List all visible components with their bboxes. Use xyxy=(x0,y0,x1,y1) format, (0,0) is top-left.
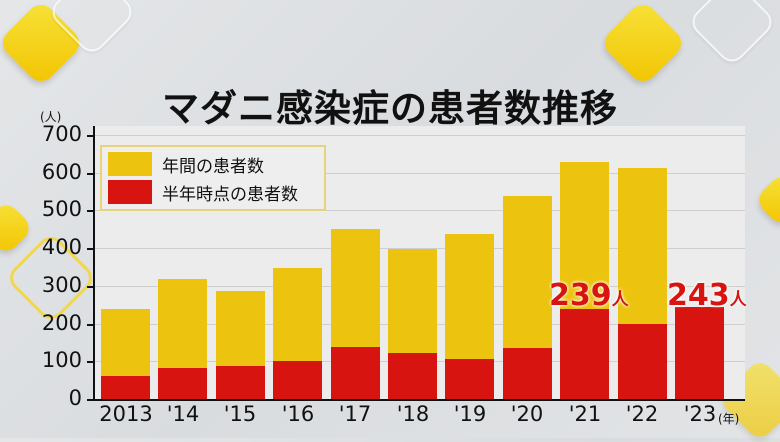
x-tick-label: '21 xyxy=(568,402,602,426)
y-tick-label: 300 xyxy=(41,273,82,297)
bar-half-year xyxy=(675,307,724,399)
y-axis-unit: (人) xyxy=(40,110,62,124)
bar-group xyxy=(158,135,207,399)
y-tick xyxy=(87,173,94,175)
y-tick xyxy=(87,135,94,137)
bar-half-year xyxy=(273,360,322,399)
bar-half-year xyxy=(331,346,380,399)
annotation-2021: 239人 xyxy=(549,281,629,311)
y-tick xyxy=(87,324,94,326)
gridline xyxy=(95,248,745,249)
bar-group xyxy=(388,135,437,399)
y-tick xyxy=(87,361,94,363)
bar-group xyxy=(675,135,724,399)
bar-group xyxy=(503,135,552,399)
bar-group xyxy=(101,135,150,399)
y-tick-label: 400 xyxy=(41,235,82,259)
y-tick-label: 700 xyxy=(41,122,82,146)
legend-item-half-year: 半年時点の患者数 xyxy=(108,180,298,205)
annotation-unit: 人 xyxy=(729,290,747,310)
bar-group xyxy=(618,135,667,399)
y-tick xyxy=(87,248,94,250)
bar-group xyxy=(445,135,494,399)
legend-label-annual: 年間の患者数 xyxy=(162,156,264,177)
legend-swatch-annual xyxy=(108,152,152,176)
gridline xyxy=(95,135,745,136)
x-tick-label: '14 xyxy=(166,402,200,426)
bar-half-year xyxy=(503,348,552,399)
x-tick-label: '16 xyxy=(281,402,315,426)
bar-group xyxy=(273,135,322,399)
y-tick xyxy=(87,286,94,288)
legend: 年間の患者数 半年時点の患者数 xyxy=(100,145,326,211)
y-tick-label: 0 xyxy=(68,386,82,410)
annotation-value: 243 xyxy=(667,278,730,313)
bar-half-year xyxy=(445,359,494,399)
x-tick-label: '23 xyxy=(683,402,717,426)
decorative-diamond-outline xyxy=(686,0,778,68)
decorative-diamond xyxy=(0,199,35,257)
annotation-unit: 人 xyxy=(611,290,629,310)
bar-group xyxy=(216,135,265,399)
y-tick-label: 600 xyxy=(41,160,82,184)
x-axis-line xyxy=(93,399,745,401)
bar-half-year xyxy=(560,308,609,399)
chart-title: マダニ感染症の患者数推移 xyxy=(162,87,618,130)
y-tick xyxy=(87,210,94,212)
legend-item-annual: 年間の患者数 xyxy=(108,152,264,177)
y-tick-label: 500 xyxy=(41,197,82,221)
bar-half-year xyxy=(618,323,667,399)
annotation-value: 239 xyxy=(549,278,612,313)
bar-group xyxy=(331,135,380,399)
x-tick-label: '20 xyxy=(510,402,544,426)
bar-group xyxy=(560,135,609,399)
gridline xyxy=(95,210,745,211)
y-tick xyxy=(87,399,94,401)
x-tick-label: '18 xyxy=(396,402,430,426)
bar-half-year xyxy=(158,367,207,399)
x-tick-label: '19 xyxy=(453,402,487,426)
decorative-diamond xyxy=(599,0,687,87)
x-tick-label: 2013 xyxy=(99,402,153,426)
x-tick-label: '22 xyxy=(625,402,659,426)
y-tick-label: 200 xyxy=(41,311,82,335)
bar-half-year xyxy=(216,365,265,399)
x-axis-unit: (年) xyxy=(718,412,740,426)
decorative-diamond xyxy=(753,171,780,229)
y-tick-label: 100 xyxy=(41,348,82,372)
gridline xyxy=(95,173,745,174)
annotation-2023: 243人 xyxy=(667,281,747,311)
y-axis-line xyxy=(93,126,95,401)
bar-half-year xyxy=(388,353,437,399)
x-tick-label: '15 xyxy=(223,402,257,426)
legend-label-half-year: 半年時点の患者数 xyxy=(162,184,298,205)
bar-half-year xyxy=(101,376,150,399)
legend-swatch-half-year xyxy=(108,180,152,204)
x-tick-label: '17 xyxy=(338,402,372,426)
